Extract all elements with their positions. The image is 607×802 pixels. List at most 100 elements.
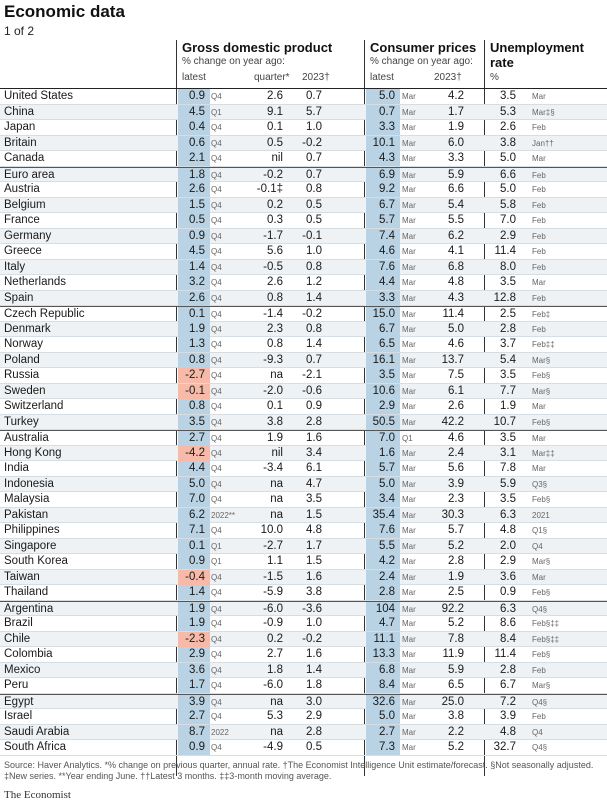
gdp-shade-bar — [178, 104, 210, 120]
cp-latest-value: 6.8 — [379, 663, 395, 676]
table-row: United States 0.9 Q4 2.6 0.7 5.0 Mar 4.2 3.5 Mar — [0, 89, 607, 105]
gdp-year-value: 1.7 — [306, 539, 322, 552]
cp-period-label: Mar — [402, 92, 416, 101]
country-name: Austria — [4, 183, 40, 195]
gdp-quarter-value: na — [270, 477, 283, 490]
gdp-period-label: Q4 — [211, 262, 222, 272]
cp-shade-bar — [366, 197, 400, 213]
cp-shade-bar — [366, 523, 400, 538]
gdp-year-value: 0.7 — [306, 168, 322, 181]
cp-shade-bar — [366, 399, 400, 414]
cp-latest-value: 3.4 — [379, 493, 395, 505]
gdp-latest-value: 0.1 — [189, 539, 205, 552]
gdp-quarter-value: -1.5 — [263, 570, 283, 583]
cp-subheader: % change on year ago: — [370, 56, 473, 67]
gdp-year-value: 1.5 — [306, 555, 322, 567]
table-row: Taiwan -0.4 Q4 -1.5 1.6 2.4 Mar 1.9 3.6 Mar — [0, 569, 607, 585]
gdp-year-value: 3.8 — [306, 586, 322, 598]
gdp-year-value: 1.2 — [306, 276, 322, 288]
un-period-label: Mar — [532, 92, 546, 101]
table-row: Euro area 1.8 Q4 -0.2 0.7 6.9 Mar 5.9 6.6 Feb — [0, 166, 607, 183]
gdp-year-value: 1.4 — [306, 291, 322, 304]
cp-latest-value: 7.4 — [379, 229, 395, 242]
gdp-latest-value: 2.7 — [189, 710, 205, 722]
gdp-latest-value: 0.8 — [189, 353, 205, 366]
gdp-latest-value: 0.6 — [189, 136, 205, 149]
gdp-quarter-value: 1.8 — [267, 663, 283, 676]
table-row: Israel 2.7 Q4 5.3 2.9 5.0 Mar 3.8 3.9 Feb — [0, 709, 607, 725]
country-name: Italy — [4, 260, 26, 273]
cp-shade-bar — [366, 213, 400, 228]
gdp-shade-bar — [178, 182, 210, 197]
cp-latest-value: 10.6 — [372, 384, 395, 397]
gdp-latest-value: 2.6 — [189, 291, 205, 304]
gdp-quarter-value: -6.0 — [263, 679, 283, 691]
gdp-shade-bar — [178, 569, 210, 585]
gdp-period-label: Q4 — [211, 448, 222, 458]
gdp-year-value: -0.2 — [302, 308, 322, 320]
un-rate-value: 8.6 — [500, 617, 516, 629]
cp-shade-bar — [366, 585, 400, 600]
cp-period-label: Mar — [402, 541, 416, 551]
gdp-shade-bar — [178, 399, 210, 414]
gdp-quarter-value: -5.9 — [263, 586, 283, 598]
gdp-shade-bar — [178, 213, 210, 228]
table-row: Norway 1.3 Q4 0.8 1.4 6.5 Mar 4.6 3.7 Feb‡‡ — [0, 337, 607, 353]
table-row: China 4.5 Q1 9.1 5.7 0.7 Mar 1.7 5.3 Mar‡§ — [0, 104, 607, 120]
cp-shade-bar — [366, 120, 400, 135]
gdp-quarter-value: 0.8 — [267, 291, 283, 304]
un-rate-value: 12.8 — [493, 291, 516, 304]
gdp-shade-bar — [178, 275, 210, 290]
un-rate-value: 2.9 — [500, 555, 516, 567]
gdp-shade-bar — [178, 601, 210, 617]
table-row: Belgium 1.5 Q4 0.2 0.5 6.7 Mar 5.4 5.8 Feb — [0, 197, 607, 213]
cp-shade-bar — [366, 538, 400, 554]
cp-period-label: Mar — [402, 107, 416, 117]
cp-shade-bar — [366, 151, 400, 166]
un-period-label: Feb — [532, 712, 546, 721]
gdp-latest-value: 6.2 — [189, 508, 205, 521]
cp-year-value: 6.1 — [448, 384, 464, 397]
data-table: United States 0.9 Q4 2.6 0.7 5.0 Mar 4.2 3.5 Mar C… — [0, 89, 607, 756]
gdp-latest-value: 4.5 — [189, 245, 205, 257]
country-name: Australia — [4, 432, 49, 444]
gdp-shade-bar — [178, 321, 210, 337]
country-name: Canada — [4, 152, 45, 164]
un-period-label: Q4§ — [532, 604, 548, 614]
gdp-year-value: 0.5 — [306, 214, 322, 226]
cp-latest-value: 7.0 — [379, 432, 395, 444]
un-period-label: Feb — [532, 324, 546, 334]
gdp-col-latest: latest — [182, 72, 206, 83]
footnote: Source: Haver Analytics. *% change on pr… — [4, 760, 594, 781]
un-rate-value: 4.8 — [500, 725, 516, 738]
country-name: Netherlands — [4, 276, 67, 288]
cp-year-value: 2.8 — [448, 555, 464, 567]
cp-period-label: Mar — [402, 572, 416, 582]
gdp-latest-value: 4.4 — [189, 462, 205, 474]
country-name: India — [4, 462, 29, 474]
gdp-latest-value: 2.6 — [189, 183, 205, 195]
table-row: Colombia 2.9 Q4 2.7 1.6 13.3 Mar 11.9 11.4 Feb§ — [0, 647, 607, 663]
cp-period-label: Mar — [402, 743, 416, 752]
gdp-latest-value: 8.7 — [189, 725, 205, 738]
cp-latest-value: 35.4 — [372, 508, 395, 521]
gdp-year-value: -2.1 — [302, 369, 322, 381]
gdp-period-label: Q4 — [211, 386, 222, 396]
cp-shade-bar — [366, 724, 400, 740]
cp-period-label: Mar — [402, 464, 416, 473]
gdp-quarter-value: 2.3 — [267, 322, 283, 335]
cp-shade-bar — [366, 414, 400, 430]
gdp-latest-value: 3.2 — [189, 276, 205, 288]
table-row: Pakistan 6.2 2022** na 1.5 35.4 Mar 30.3 6.3 2021 — [0, 507, 607, 523]
gdp-shade-bar — [178, 352, 210, 368]
country-name: Spain — [4, 291, 34, 304]
gdp-year-value: 1.4 — [306, 663, 322, 676]
gdp-latest-value: 0.1 — [189, 308, 205, 320]
gdp-period-label: Q4 — [211, 355, 222, 365]
country-name: Indonesia — [4, 477, 54, 490]
gdp-latest-value: 1.5 — [189, 198, 205, 211]
gdp-shade-bar — [178, 368, 210, 383]
cp-latest-value: 2.4 — [379, 570, 395, 583]
gdp-period-label: Q4 — [211, 495, 222, 504]
un-rate-value: 2.6 — [500, 121, 516, 133]
